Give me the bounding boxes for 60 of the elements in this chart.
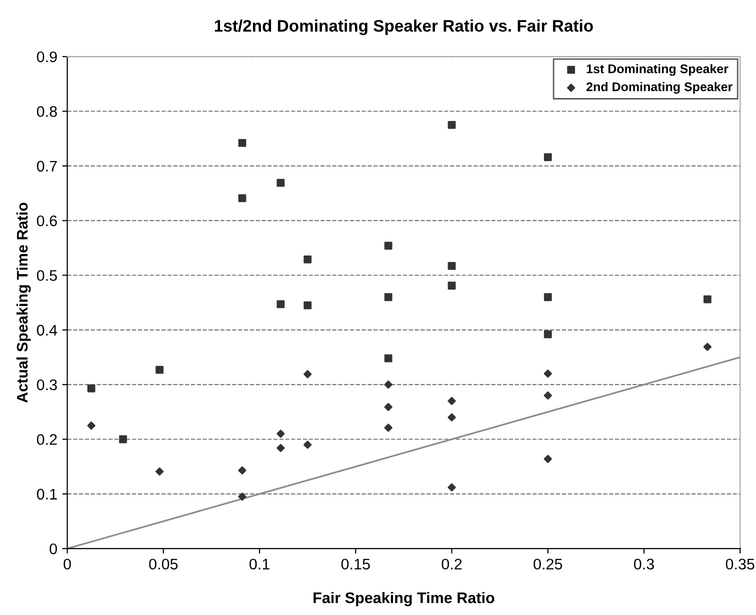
point: [448, 396, 456, 406]
point: [276, 444, 285, 452]
point: [87, 421, 96, 430]
x-tick-label: 0.15: [341, 558, 370, 570]
point: [304, 255, 312, 264]
x-tick-label: 0.2: [442, 558, 462, 570]
point: [448, 120, 456, 129]
point: [544, 153, 552, 162]
x-axis-title: Fair Speaking Time Ratio: [314, 592, 494, 606]
point: [238, 466, 246, 475]
point: [119, 435, 127, 444]
point: [448, 282, 456, 290]
point: [544, 330, 552, 338]
point: [544, 454, 552, 464]
legend-label: 1st Dominating Speaker: [586, 64, 728, 76]
point: [303, 370, 312, 378]
y-tick-label: 0.8: [36, 106, 57, 117]
legend-label: 2nd Dominating Speaker: [586, 82, 732, 94]
point: [448, 413, 456, 422]
point: [448, 262, 456, 270]
y-tick-label: 0.4: [36, 324, 58, 336]
point: [87, 384, 96, 392]
point: [544, 370, 552, 378]
y-tick-label: 0.9: [36, 51, 57, 62]
point: [384, 402, 392, 412]
point: [703, 295, 712, 304]
x-tick-label: 0: [64, 558, 71, 570]
point: [304, 301, 312, 310]
point: [544, 293, 552, 302]
chart-title: 1st/2nd Dominating Speaker Ratio vs. Fair Ratio: [214, 20, 593, 36]
y-tick-label: 0.7: [36, 160, 57, 172]
point: [703, 342, 712, 351]
point: [384, 242, 392, 250]
y-axis-title: Actual Speaking Time Ratio: [16, 202, 31, 403]
point: [384, 293, 392, 302]
point: [384, 380, 392, 389]
y-tick-label: 0.6: [36, 215, 57, 226]
x-tick-label: 0.25: [534, 558, 562, 570]
x-tick-label: 0.3: [634, 558, 654, 570]
point: [544, 391, 552, 400]
point: [276, 430, 285, 438]
x-tick-label: 0.1: [250, 558, 270, 570]
point: [238, 139, 246, 147]
point: [384, 424, 392, 432]
y-tick-label: 0.1: [36, 488, 57, 500]
y-tick-label: 0.5: [36, 270, 57, 281]
point: [276, 178, 285, 187]
point: [238, 492, 246, 501]
y-tick-label: 0.3: [36, 379, 57, 390]
y-tick-label: 0.2: [36, 434, 57, 445]
point: [156, 366, 164, 374]
point: [303, 440, 312, 449]
y-tick-label: 0: [50, 543, 57, 554]
point: [238, 194, 246, 202]
x-tick-label: 0.05: [149, 558, 178, 570]
x-tick-label: 0.35: [726, 558, 754, 570]
point: [448, 483, 456, 492]
point: [155, 467, 164, 476]
point: [384, 354, 392, 362]
point: [276, 300, 285, 308]
